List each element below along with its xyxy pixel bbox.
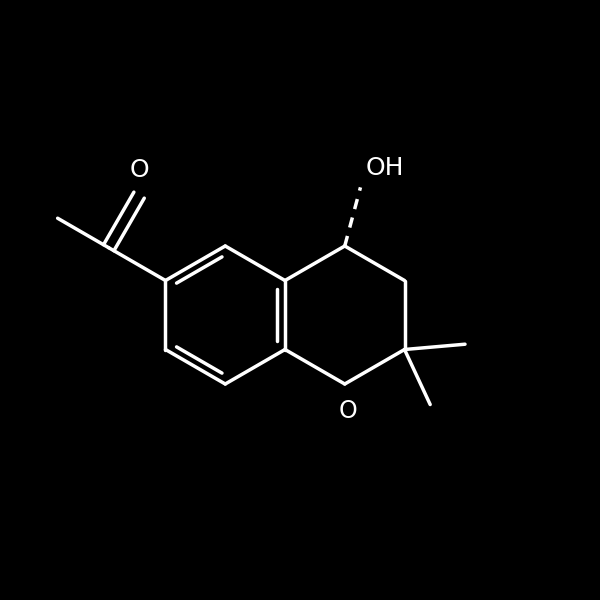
Text: O: O bbox=[129, 158, 149, 182]
Text: OH: OH bbox=[365, 156, 404, 180]
Text: O: O bbox=[338, 399, 357, 423]
